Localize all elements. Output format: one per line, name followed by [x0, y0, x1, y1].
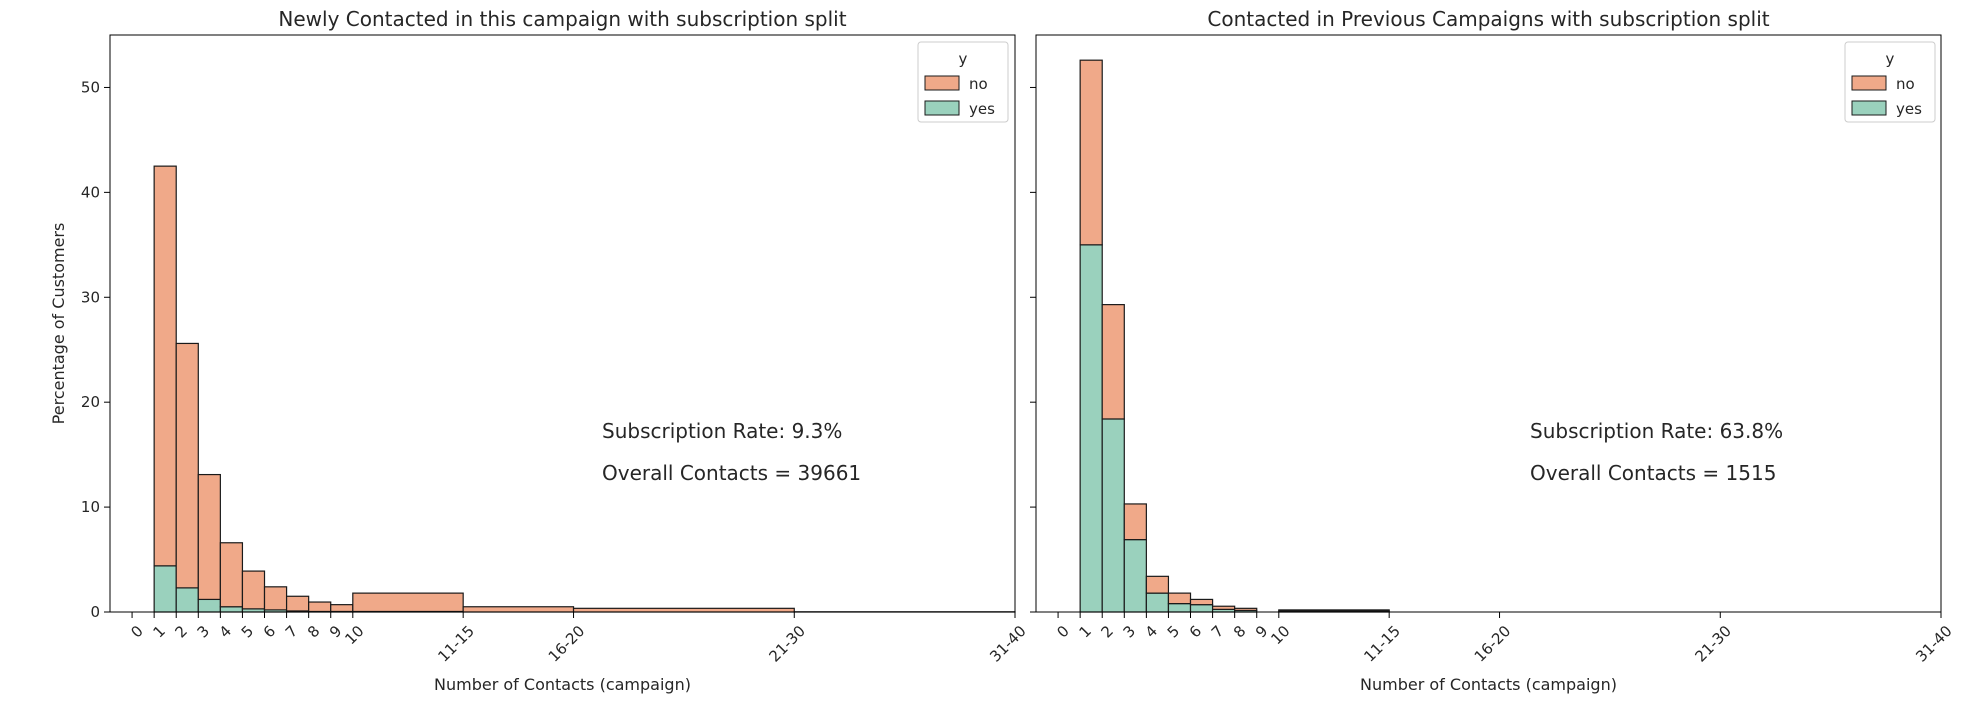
bar-yes-3	[1124, 540, 1146, 612]
bar-no-10	[353, 593, 463, 611]
x-tick-label: 4	[1142, 622, 1161, 641]
x-tick-label: 1	[149, 622, 168, 641]
bar-yes-4	[1146, 593, 1168, 612]
x-tick-label: 3	[194, 622, 213, 641]
bar-no-7	[1213, 606, 1235, 609]
bar-yes-3	[198, 599, 220, 612]
axes-frame	[110, 35, 1015, 612]
overall-contacts-annotation: Overall Contacts = 39661	[602, 461, 861, 485]
legend-label-yes: yes	[969, 100, 995, 118]
x-tick-label: 0	[127, 622, 146, 641]
legend-label-no: no	[1896, 75, 1915, 93]
bars-group	[154, 166, 1015, 612]
x-tick-label: 3	[1120, 622, 1139, 641]
bar-no-3	[1124, 504, 1146, 540]
bar-yes-1	[1080, 245, 1102, 612]
bar-no-11	[463, 607, 573, 612]
x-tick-label: 21-30	[765, 622, 809, 666]
x-tick-label: 6	[260, 622, 279, 641]
legend-label-yes: yes	[1896, 100, 1922, 118]
x-tick-label: 8	[304, 622, 323, 641]
x-tick-label: 9	[1252, 622, 1271, 641]
x-tick-label: 11-15	[1360, 622, 1404, 666]
x-tick-label: 21-30	[1691, 622, 1735, 666]
y-tick-label: 30	[81, 288, 100, 306]
bar-yes-2	[1102, 419, 1124, 612]
x-axis-label: Number of Contacts (campaign)	[434, 675, 691, 694]
chart-title: Newly Contacted in this campaign with su…	[278, 7, 846, 31]
bar-yes-2	[176, 588, 198, 612]
legend-swatch-yes	[925, 101, 959, 115]
bar-no-12	[574, 608, 795, 612]
left-chart-panel: Newly Contacted in this campaign with su…	[49, 7, 1030, 694]
x-tick-label: 11-15	[434, 622, 478, 666]
bar-no-5	[1168, 593, 1190, 603]
x-tick-label: 9	[326, 622, 345, 641]
legend-swatch-yes	[1852, 101, 1886, 115]
bar-no-8	[1235, 608, 1257, 610]
x-tick-label: 16-20	[1471, 622, 1515, 666]
legend-swatch-no	[1852, 76, 1886, 90]
x-tick-label: 10	[1267, 622, 1293, 648]
bar-no-6	[1191, 599, 1213, 604]
y-tick-label: 50	[81, 78, 100, 96]
overall-contacts-annotation: Overall Contacts = 1515	[1530, 461, 1776, 485]
bars-group	[1080, 60, 1389, 612]
bar-no-6	[265, 587, 287, 610]
x-tick-label: 1	[1075, 622, 1094, 641]
bar-no-9	[331, 605, 353, 612]
right-chart-panel: Contacted in Previous Campaigns with sub…	[1030, 7, 1956, 694]
x-axis-label: Number of Contacts (campaign)	[1360, 675, 1617, 694]
bar-no-5	[242, 571, 264, 609]
x-tick-label: 10	[341, 622, 367, 648]
bar-yes-1	[154, 566, 176, 612]
y-tick-label: 10	[81, 498, 100, 516]
y-tick-label: 20	[81, 393, 100, 411]
bar-no-7	[287, 596, 309, 611]
x-tick-label: 0	[1053, 622, 1072, 641]
y-tick-label: 0	[90, 603, 100, 621]
legend-label-no: no	[969, 75, 988, 93]
bar-no-1	[154, 166, 176, 566]
x-tick-label: 31-40	[986, 622, 1030, 666]
bar-yes-5	[1168, 604, 1190, 612]
bar-no-4	[1146, 576, 1168, 593]
legend-swatch-no	[925, 76, 959, 90]
y-tick-label: 40	[81, 183, 100, 201]
x-tick-label: 6	[1186, 622, 1205, 641]
x-tick-label: 2	[1097, 622, 1116, 641]
bar-yes-4	[220, 607, 242, 612]
x-tick-label: 7	[1208, 622, 1227, 641]
y-axis-label: Percentage of Customers	[49, 223, 68, 425]
bar-no-4	[220, 543, 242, 607]
subscription-rate-annotation: Subscription Rate: 63.8%	[1530, 419, 1783, 443]
bar-yes-6	[1191, 605, 1213, 612]
bar-no-1	[1080, 60, 1102, 245]
chart-title: Contacted in Previous Campaigns with sub…	[1207, 7, 1769, 31]
x-tick-label: 16-20	[545, 622, 589, 666]
legend: yno yes	[918, 42, 1008, 122]
legend-title: y	[1886, 50, 1895, 68]
subscription-rate-annotation: Subscription Rate: 9.3%	[602, 419, 842, 443]
x-tick-label: 31-40	[1912, 622, 1956, 666]
bar-no-8	[309, 602, 331, 611]
x-tick-label: 7	[282, 622, 301, 641]
bar-no-2	[176, 343, 198, 587]
x-tick-label: 8	[1230, 622, 1249, 641]
x-tick-label: 4	[216, 622, 235, 641]
legend: yno yes	[1845, 42, 1935, 122]
bar-no-3	[198, 475, 220, 600]
bar-no-2	[1102, 305, 1124, 419]
x-tick-label: 2	[171, 622, 190, 641]
x-tick-label: 5	[238, 622, 257, 641]
x-tick-label: 5	[1164, 622, 1183, 641]
axes-frame	[1036, 35, 1941, 612]
bar-no-10	[1279, 610, 1389, 611]
legend-title: y	[959, 50, 968, 68]
